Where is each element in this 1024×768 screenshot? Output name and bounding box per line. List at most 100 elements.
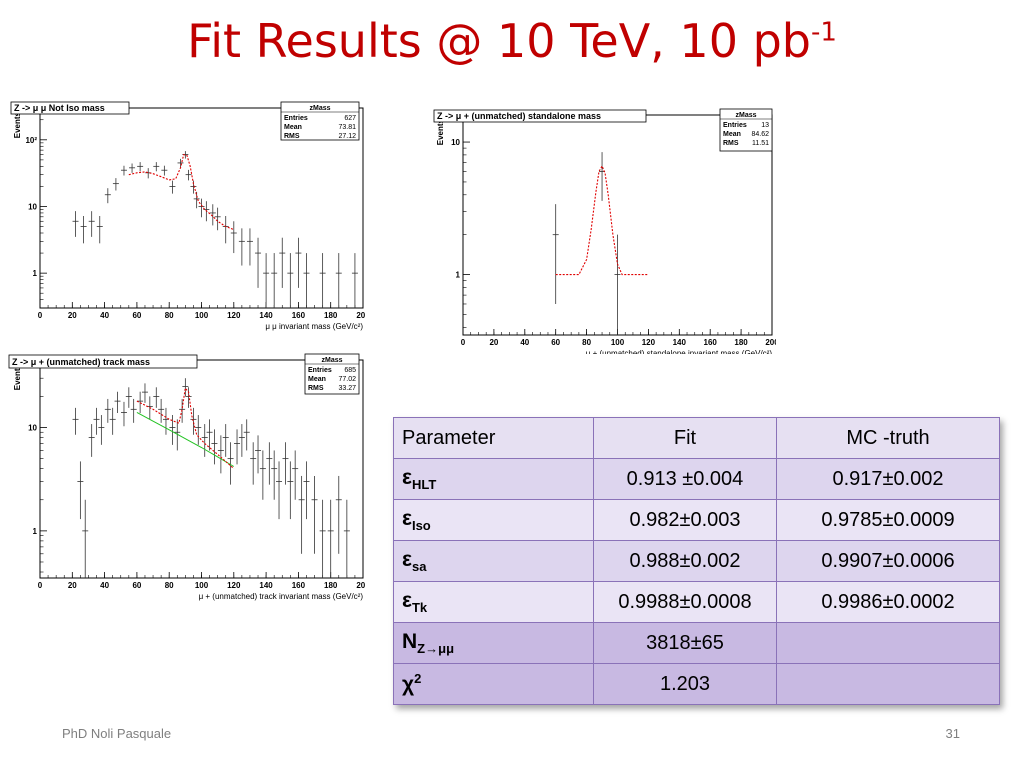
x-tick-label: 80 bbox=[582, 338, 591, 347]
header-mc-truth: MC -truth bbox=[776, 417, 1000, 459]
header-parameter: Parameter bbox=[393, 417, 594, 459]
x-axis-label: μ + (unmatched) track invariant mass (Ge… bbox=[199, 592, 364, 601]
x-axis-label: μ + (unmatched) standalone invariant mas… bbox=[586, 349, 773, 354]
plot-not-iso-mass: 0 20 40 60 80 100 120 140 160 180 200 1 10 10² μ μ inv… bbox=[5, 100, 365, 332]
parameter-subscript: Iso bbox=[411, 518, 431, 534]
stats-value: 685 bbox=[344, 367, 356, 374]
stats-value: 84.62 bbox=[751, 131, 769, 138]
fit-value-cell: 1.203 bbox=[593, 663, 777, 705]
stats-label: Entries bbox=[723, 122, 747, 129]
x-tick-label: 100 bbox=[195, 581, 209, 590]
parameter-superscript: 2 bbox=[414, 671, 422, 686]
table-row: NZ→μμ 3818±65 bbox=[393, 622, 1000, 664]
parameter-cell: εHLT bbox=[393, 458, 594, 500]
parameter-symbol-main: ε bbox=[402, 547, 412, 571]
x-tick-label: 180 bbox=[324, 311, 338, 320]
x-tick-label: 120 bbox=[227, 581, 241, 590]
stats-name: zMass bbox=[321, 357, 342, 364]
footer-page-number: 31 bbox=[945, 726, 960, 741]
stats-value: 627 bbox=[344, 115, 356, 122]
x-tick-label: 60 bbox=[551, 338, 560, 347]
parameter-subscript: sa bbox=[411, 559, 427, 575]
x-tick-label: 20 bbox=[68, 581, 77, 590]
stats-name: zMass bbox=[309, 105, 330, 112]
stats-label: Entries bbox=[308, 367, 332, 374]
slide-title: Fit Results @ 10 TeV, 10 pb-1 bbox=[0, 14, 1024, 69]
fit-value-cell: 3818±65 bbox=[593, 622, 777, 664]
fit-value-cell: 0.913 ±0.004 bbox=[593, 458, 777, 500]
stats-value: 13 bbox=[761, 122, 769, 129]
x-tick-label: 0 bbox=[38, 581, 43, 590]
parameter-symbol: χ2 bbox=[402, 671, 422, 696]
background-fit-curve bbox=[136, 411, 235, 467]
fit-results-table: Parameter Fit MC -truth εHLT 0.913 ±0.004… bbox=[393, 417, 1000, 705]
x-tick-label: 80 bbox=[165, 581, 174, 590]
x-tick-label: 140 bbox=[259, 311, 273, 320]
plot-title-box bbox=[10, 101, 130, 115]
y-axis-label: Events bbox=[436, 118, 445, 145]
plot-not-iso-mass-canvas: 0 20 40 60 80 100 120 140 160 180 200 1 10 10² μ μ inv… bbox=[10, 101, 365, 331]
table-header-row: Parameter Fit MC -truth bbox=[393, 417, 1000, 459]
fit-value-cell: 0.988±0.002 bbox=[593, 540, 777, 582]
mc-truth-cell: 0.9907±0.0006 bbox=[776, 540, 1000, 582]
mc-truth-cell: 0.917±0.002 bbox=[776, 458, 1000, 500]
parameter-symbol: εTk bbox=[402, 588, 428, 616]
parameter-symbol-main: χ bbox=[402, 673, 415, 696]
stats-value: 11.51 bbox=[752, 140, 769, 147]
mc-truth-cell bbox=[776, 663, 1000, 705]
parameter-symbol-main: N bbox=[402, 629, 418, 653]
fit-curve bbox=[555, 164, 649, 276]
table-row: εHLT 0.913 ±0.004 0.917±0.002 bbox=[393, 458, 1000, 500]
stats-value: 77.02 bbox=[338, 376, 356, 383]
slide-title-superscript: -1 bbox=[810, 17, 837, 48]
fit-value-cell: 0.9988±0.0008 bbox=[593, 581, 777, 623]
x-tick-label: 160 bbox=[704, 338, 718, 347]
y-tick-label: 10 bbox=[451, 138, 460, 147]
stats-label: Mean bbox=[308, 376, 326, 383]
y-tick-label: 10 bbox=[28, 202, 37, 211]
plot-standalone-mass: 0 20 40 60 80 100 120 140 160 180 200 1 10 μ + (unmat… bbox=[430, 107, 776, 354]
table-row: χ2 1.203 bbox=[393, 663, 1000, 705]
x-tick-label: 20 bbox=[68, 311, 77, 320]
table-row: εTk 0.9988±0.0008 0.9986±0.0002 bbox=[393, 581, 1000, 623]
plot-standalone-mass-canvas: 0 20 40 60 80 100 120 140 160 180 200 1 10 μ + (unmat… bbox=[433, 108, 776, 354]
plot-title: Z -> μ + (unmatched) standalone mass bbox=[437, 111, 601, 121]
header-fit: Fit bbox=[593, 417, 777, 459]
slide-title-text: Fit Results @ 10 TeV, 10 pb bbox=[187, 14, 811, 68]
y-axis-label: Events bbox=[13, 111, 22, 138]
parameter-symbol: NZ→μμ bbox=[402, 629, 455, 657]
stats-value: 73.81 bbox=[338, 124, 356, 131]
x-tick-label: 100 bbox=[195, 311, 209, 320]
parameter-symbol: εsa bbox=[402, 547, 427, 575]
x-tick-label: 80 bbox=[165, 311, 174, 320]
parameter-cell: εTk bbox=[393, 581, 594, 623]
table-row: εIso 0.982±0.003 0.9785±0.0009 bbox=[393, 499, 1000, 541]
parameter-subscript: Z→μμ bbox=[417, 641, 455, 657]
x-tick-label: 120 bbox=[227, 311, 241, 320]
x-tick-label: 180 bbox=[734, 338, 748, 347]
plot-title: Z -> μ + (unmatched) track mass bbox=[12, 357, 150, 367]
stats-box bbox=[304, 353, 360, 395]
table-body: εHLT 0.913 ±0.004 0.917±0.002 εIso 0.982±0.0… bbox=[393, 458, 1000, 705]
stats-label: RMS bbox=[723, 140, 739, 147]
stats-value: 33.27 bbox=[338, 385, 356, 392]
x-tick-label: 0 bbox=[461, 338, 466, 347]
stats-label: Mean bbox=[284, 124, 302, 131]
parameter-symbol: εHLT bbox=[402, 466, 436, 492]
stats-box bbox=[280, 101, 360, 141]
table-row: εsa 0.988±0.002 0.9907±0.0006 bbox=[393, 540, 1000, 582]
parameter-symbol-main: ε bbox=[402, 588, 412, 612]
parameter-cell: χ2 bbox=[393, 663, 594, 705]
plot-title-box bbox=[433, 109, 647, 123]
stats-label: Entries bbox=[284, 115, 308, 122]
plot-title: Z -> μ μ Not Iso mass bbox=[14, 103, 105, 113]
parameter-cell: εIso bbox=[393, 499, 594, 541]
parameter-symbol: εIso bbox=[402, 507, 431, 534]
mc-truth-cell bbox=[776, 622, 1000, 664]
parameter-subscript: Tk bbox=[411, 600, 428, 616]
plot-track-mass-canvas: 0 20 40 60 80 100 120 140 160 180 200 1 10 μ + (unmat… bbox=[8, 353, 365, 601]
x-tick-label: 160 bbox=[292, 311, 306, 320]
mc-truth-cell: 0.9986±0.0002 bbox=[776, 581, 1000, 623]
stats-label: RMS bbox=[284, 133, 300, 140]
fit-curve bbox=[128, 153, 234, 231]
